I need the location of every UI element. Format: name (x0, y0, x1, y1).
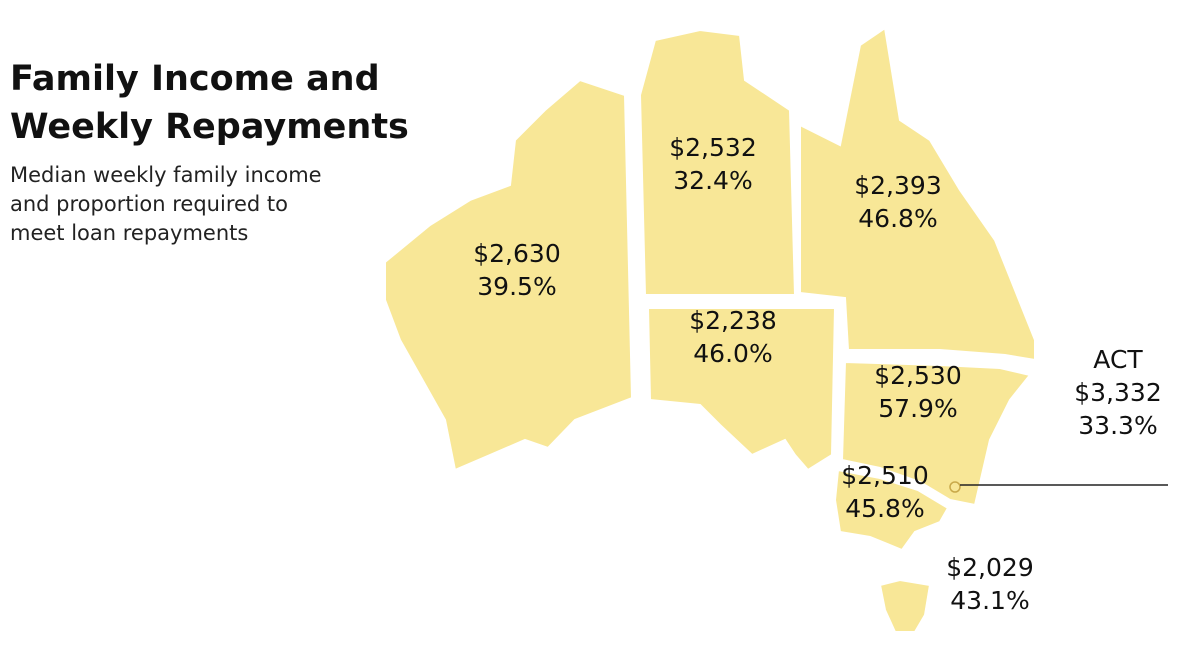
region-income: $2,532 (669, 133, 756, 162)
sa (646, 307, 837, 472)
region-income: $2,238 (689, 306, 776, 335)
region-income: $2,029 (946, 553, 1033, 582)
region-share: 46.8% (858, 204, 937, 233)
vic (833, 468, 950, 552)
tas (878, 578, 932, 633)
subtitle: Median weekly family income and proportio… (10, 163, 322, 245)
region-share: 39.5% (477, 272, 556, 301)
title: Family Income and Weekly Repayments (10, 59, 409, 147)
states (384, 26, 1168, 633)
labels: $2,630 39.5% $2,532 32.4% $2,393 46.8% $2,238 4… (473, 133, 1161, 615)
region-income: $3,332 (1074, 378, 1161, 407)
region-income: $2,630 (473, 239, 560, 268)
subtitle-line: meet loan repayments (10, 221, 248, 245)
region-share: 32.4% (673, 166, 752, 195)
subtitle-line: Median weekly family income (10, 163, 322, 187)
region-share: 33.3% (1078, 411, 1157, 440)
subtitle-line: and proportion required to (10, 192, 288, 216)
title-line: Weekly Repayments (10, 107, 409, 147)
region-income: $2,393 (854, 171, 941, 200)
region-income: $2,530 (874, 361, 961, 390)
nt (638, 28, 797, 296)
region-share: 45.8% (845, 494, 924, 523)
title-line: Family Income and (10, 59, 380, 99)
region-name: ACT (1093, 345, 1143, 374)
region-share: 43.1% (950, 586, 1029, 615)
nsw (840, 360, 1032, 507)
wa (384, 78, 634, 472)
region-share: 46.0% (693, 339, 772, 368)
act (949, 481, 961, 493)
region-income: $2,510 (841, 461, 928, 490)
qld (799, 26, 1036, 362)
region-share: 57.9% (878, 394, 957, 423)
